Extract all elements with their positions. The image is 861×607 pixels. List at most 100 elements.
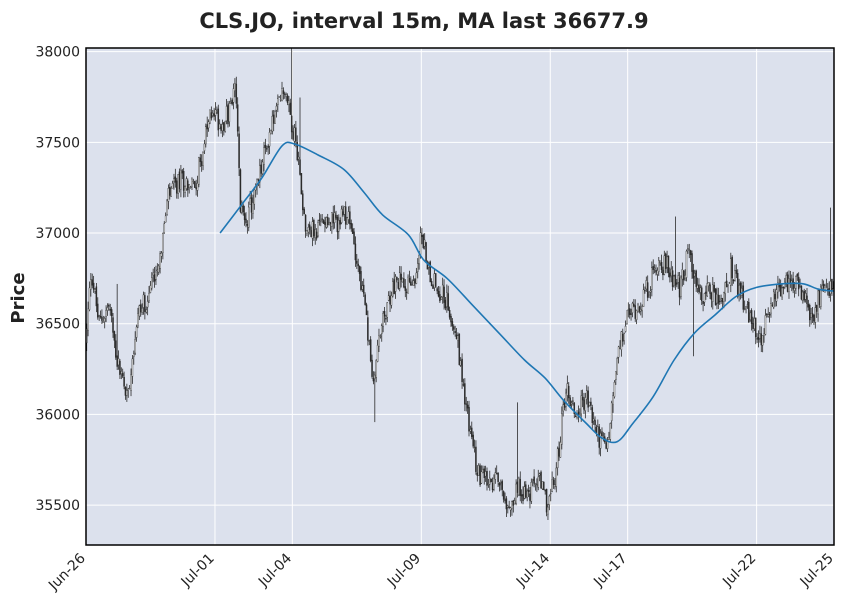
candle-body — [803, 290, 805, 301]
candle-body — [484, 471, 487, 477]
candle-body — [380, 325, 383, 335]
candle-body — [772, 291, 775, 308]
candle-body — [205, 126, 207, 145]
candle-body — [829, 280, 832, 294]
candle-body — [261, 161, 264, 174]
candle-body — [365, 304, 368, 316]
candle-body — [275, 105, 278, 111]
candle-body — [756, 338, 758, 340]
candle-body — [572, 400, 574, 402]
candle-body — [248, 206, 250, 228]
candle-body — [246, 224, 249, 226]
candle-body — [615, 371, 617, 381]
candle-body — [289, 102, 292, 115]
candle-body — [588, 401, 591, 406]
candle-body — [144, 295, 146, 312]
candle-body — [398, 272, 401, 289]
candle-body — [296, 142, 298, 161]
candle-body — [606, 440, 609, 449]
candle-body — [526, 490, 528, 498]
candle-body — [590, 401, 592, 406]
candle-body — [579, 414, 581, 416]
candle-body — [153, 274, 156, 282]
plot-area — [86, 48, 834, 545]
candle-body — [785, 275, 787, 285]
candle-body — [302, 193, 304, 211]
candle-body — [160, 252, 163, 257]
plot-frame — [85, 47, 835, 546]
candle-body — [325, 217, 328, 228]
candle-body — [549, 492, 552, 495]
candle-body — [157, 265, 160, 273]
candle-body — [360, 271, 362, 290]
x-tick-label: Jul-17 — [590, 551, 630, 591]
candle-body — [317, 222, 319, 237]
candle-body — [703, 293, 706, 303]
candle-body — [267, 145, 269, 148]
candle-body — [227, 104, 229, 125]
candle-body — [181, 170, 184, 174]
candle-body — [479, 465, 481, 486]
candle-body — [448, 310, 451, 318]
candle-body — [263, 147, 265, 165]
y-tick-label: 35500 — [35, 498, 80, 514]
candle-body — [530, 481, 533, 502]
candle-body — [349, 211, 351, 225]
candle-body — [796, 274, 799, 277]
candle-body — [419, 232, 422, 255]
candle-body — [468, 406, 470, 432]
candle-body — [699, 287, 702, 293]
candle-body — [328, 222, 330, 225]
candle-body — [559, 442, 562, 458]
candle-body — [196, 183, 199, 191]
candle-body — [743, 308, 746, 310]
candle-body — [681, 269, 684, 280]
candle-body — [306, 230, 308, 234]
candle-body — [400, 273, 402, 280]
candle-body — [364, 294, 366, 305]
candle-body — [735, 270, 738, 274]
candle-body — [544, 489, 546, 492]
x-tick-label: Jul-22 — [719, 551, 759, 591]
candle-body — [653, 267, 656, 269]
candle-body — [731, 256, 733, 279]
candle-body — [307, 227, 310, 233]
candle-body — [221, 124, 224, 131]
candle-body — [742, 285, 745, 310]
candle-body — [243, 213, 246, 221]
candle-body — [752, 323, 754, 329]
candle-body — [110, 309, 113, 317]
candle-body — [508, 506, 510, 508]
candle-body — [562, 404, 564, 412]
candle-body — [645, 280, 648, 290]
candle-body — [718, 300, 721, 303]
candle-body — [105, 310, 107, 317]
candle-body — [407, 276, 409, 294]
candle-body — [369, 339, 372, 361]
candle-body — [602, 435, 605, 438]
candle-body — [538, 473, 541, 476]
candle-body — [390, 295, 393, 306]
candle-body — [191, 178, 193, 187]
candle-body — [304, 214, 307, 232]
candle-body — [723, 292, 725, 302]
candle-body — [417, 263, 419, 272]
candle-body — [182, 171, 185, 191]
candle-body — [682, 270, 685, 281]
candle-body — [469, 429, 472, 432]
candle-body — [494, 472, 497, 480]
candle-body — [414, 278, 416, 284]
candle-body — [270, 130, 272, 134]
candle-body — [734, 270, 736, 281]
candle-body — [810, 312, 812, 318]
candle-body — [518, 477, 520, 496]
candle-body — [628, 308, 631, 315]
candle-body — [451, 321, 454, 327]
candle-body — [231, 100, 233, 105]
candle-body — [91, 279, 93, 286]
candle-body — [529, 493, 531, 501]
candle-body — [619, 347, 621, 349]
x-tick-label: Jul-04 — [255, 550, 295, 590]
candle-body — [778, 282, 781, 288]
candle-body — [389, 295, 391, 305]
